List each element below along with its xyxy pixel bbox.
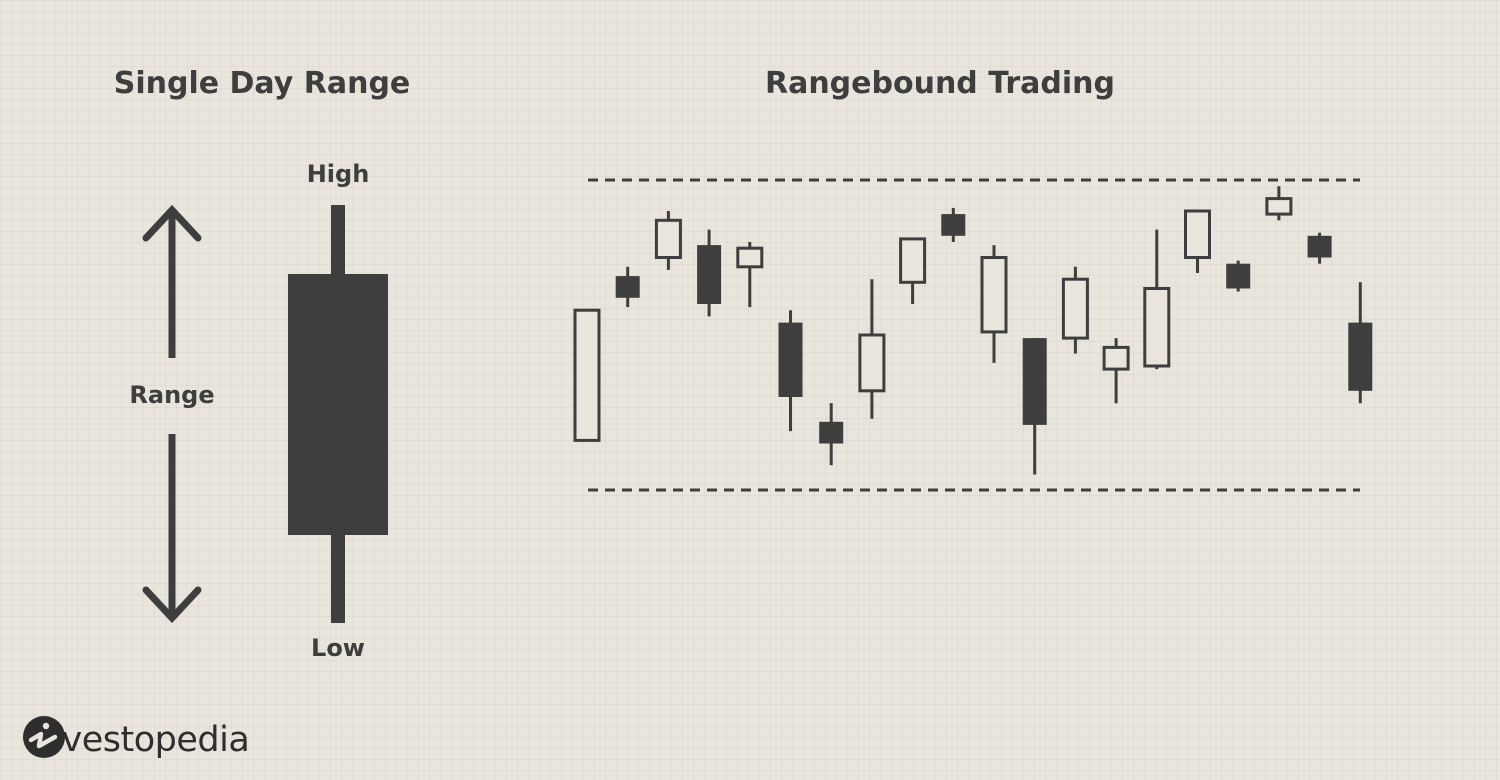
candle-body-down (616, 276, 640, 298)
candle (656, 211, 680, 270)
candle-body-down (779, 323, 803, 397)
candle-body-down (941, 214, 965, 236)
candle (982, 245, 1006, 363)
candle (575, 310, 599, 440)
candle-body-up (656, 220, 680, 257)
candle-body-down (697, 245, 721, 304)
candle-body-down (1348, 323, 1372, 391)
candle (1226, 261, 1250, 292)
candle-body-up (1186, 211, 1210, 258)
candle (1063, 267, 1087, 354)
candle (1023, 338, 1047, 474)
candle (1267, 186, 1291, 220)
candle (697, 230, 721, 317)
candle (941, 208, 965, 242)
candle-body-up (575, 310, 599, 440)
candle-body-up (982, 258, 1006, 332)
candle-body-up (1104, 347, 1128, 369)
candle-body-up (1145, 289, 1169, 367)
candle-body-down (819, 422, 843, 444)
candle (779, 310, 803, 431)
investopedia-logo-icon (22, 715, 66, 759)
candle-body-down (1023, 338, 1047, 425)
candle-body-up (1267, 199, 1291, 215)
candle-body-up (1063, 279, 1087, 338)
candle (1348, 282, 1372, 403)
candle (1186, 211, 1210, 273)
candle (616, 267, 640, 307)
candle (901, 239, 925, 304)
candle (738, 242, 762, 307)
candle-body-up (901, 239, 925, 282)
candle (860, 279, 884, 419)
candle-body-up (860, 335, 884, 391)
candle (819, 403, 843, 465)
candle (1145, 230, 1169, 370)
candle (1308, 233, 1332, 264)
candle-body-down (1308, 236, 1332, 258)
candle (1104, 338, 1128, 403)
candle-body-down (1226, 264, 1250, 289)
rangebound-candlestick-chart (0, 0, 1500, 700)
candle-body-up (738, 248, 762, 267)
investopedia-logo: Investopedia (22, 715, 249, 765)
